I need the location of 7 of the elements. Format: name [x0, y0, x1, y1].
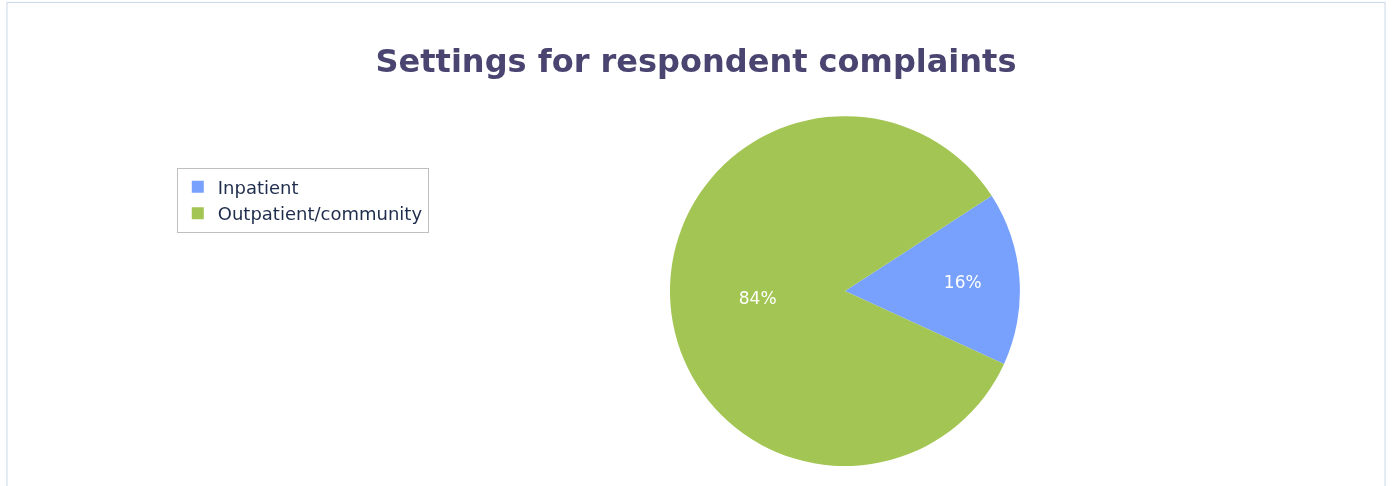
chart-title: Settings for respondent complaints: [375, 41, 1017, 80]
data-label: 84%: [738, 287, 777, 308]
data-label: 16%: [943, 272, 982, 293]
legend-label: Inpatient: [217, 176, 299, 198]
pie-slice: [844, 195, 1020, 364]
legend-label: Outpatient/community: [217, 203, 423, 225]
pie-slice: [669, 116, 1005, 467]
